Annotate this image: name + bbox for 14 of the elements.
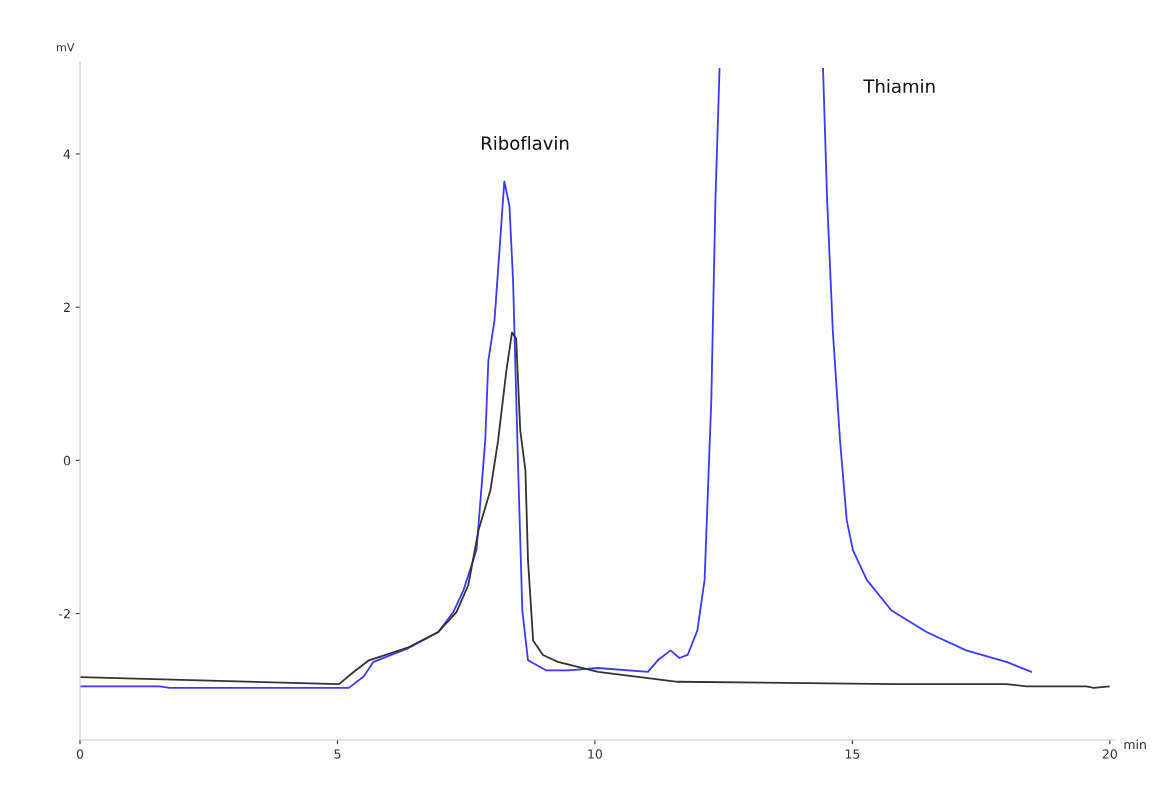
y-tick-label: 4 xyxy=(63,149,71,159)
y-tick-label: -2 xyxy=(59,609,70,619)
annotation: Thiamin xyxy=(863,79,935,93)
line-series xyxy=(80,331,1110,689)
x-tick-label: 0 xyxy=(76,749,84,759)
annotation: Riboflavin xyxy=(481,135,569,150)
y-tick-label: 2 xyxy=(63,302,70,312)
y-tick-label: 0 xyxy=(63,455,71,466)
x-tick-label: 5 xyxy=(334,749,341,759)
x-tick-label: 10 xyxy=(588,749,603,759)
x-tick-label: 15 xyxy=(845,749,860,759)
x-axis-title: min xyxy=(1124,739,1146,749)
x-tick-label: 20 xyxy=(1102,749,1117,759)
y-axis-title: mV xyxy=(57,43,75,52)
